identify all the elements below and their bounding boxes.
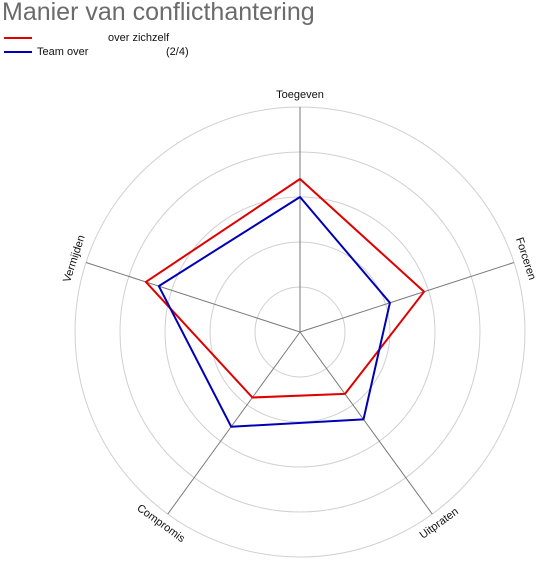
legend-swatch-self: [4, 37, 32, 39]
axis-line-vermijden: [85, 261, 301, 333]
axis-line-forceren: [299, 261, 515, 333]
series-polygon-self: [144, 178, 426, 399]
axis-line-compromis: [167, 331, 301, 515]
chart-title: Manier van conflicthantering: [2, 0, 315, 26]
axis-label-vermijden: Vermijden: [61, 234, 88, 284]
axis-label-forceren: Forceren: [513, 236, 538, 282]
axis-label-toegeven: Toegeven: [276, 89, 324, 101]
axis-line-uitpraten: [299, 331, 433, 515]
radar-series: [144, 178, 426, 428]
axis-label-uitpraten: Uitpraten: [418, 506, 461, 542]
radar-grid: [74, 106, 526, 558]
legend-swatch-team: [4, 51, 32, 53]
legend-label-team-a: Team over: [37, 46, 89, 58]
series-polygon-team: [157, 196, 391, 428]
legend-label-team-b: (2/4): [166, 46, 189, 58]
legend-label-self-b: over zichzelf: [108, 32, 170, 44]
legend: over zichzelf Team over (2/4): [0, 31, 545, 61]
